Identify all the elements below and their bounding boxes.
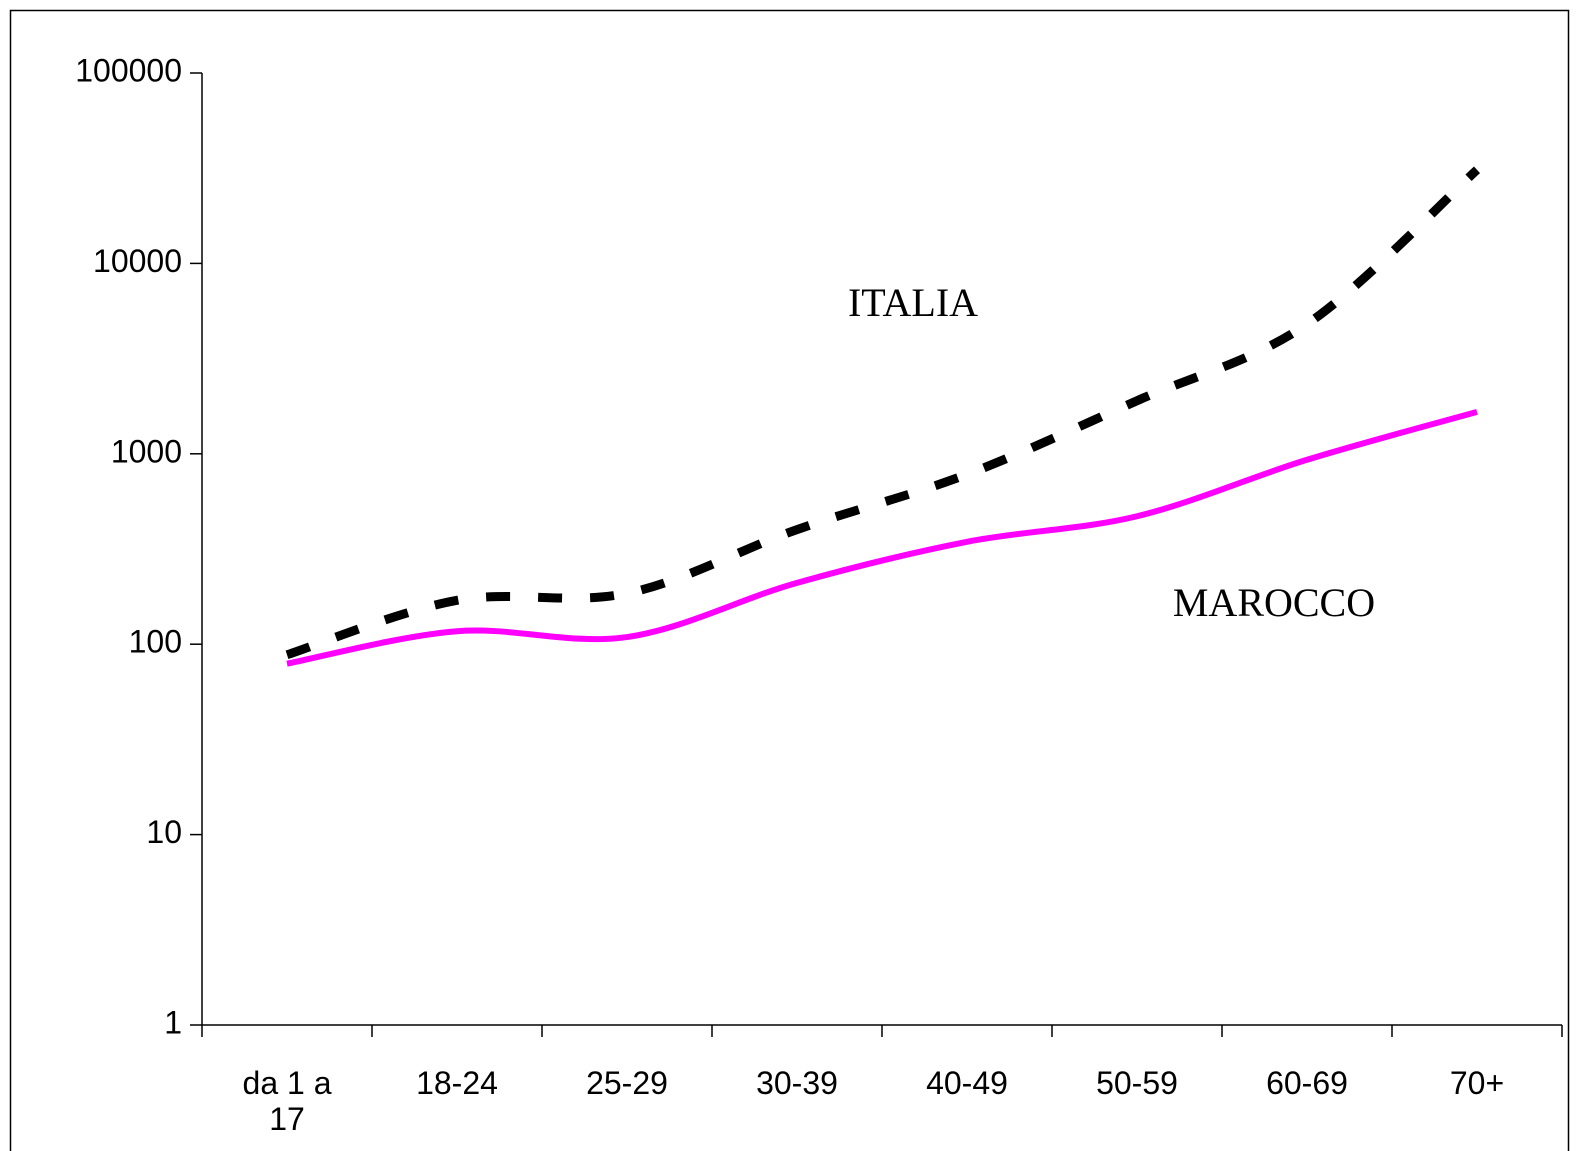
x-tick-label: 30-39 [756, 1065, 838, 1101]
x-tick-label: 18-24 [416, 1065, 498, 1101]
x-tick-label: 40-49 [926, 1065, 1008, 1101]
y-tick-label: 1000 [111, 433, 182, 469]
x-tick-label: 25-29 [586, 1065, 668, 1101]
y-tick-label: 1 [164, 1004, 182, 1040]
x-tick-label: 50-59 [1096, 1065, 1178, 1101]
y-tick-label: 10 [146, 814, 182, 850]
series-annotation: ITALIA [848, 280, 978, 325]
series-line [285, 166, 1481, 660]
y-tick-label: 100 [129, 624, 182, 660]
x-tick-label: da 1 a 17 [242, 1065, 332, 1137]
chart-border [9, 9, 1570, 1151]
series-line [286, 409, 1478, 667]
series-annotation: MAROCCO [1173, 580, 1375, 625]
y-tick-label: 10000 [93, 243, 182, 279]
x-tick-label: 70+ [1449, 1065, 1505, 1101]
x-tick-label: 60-69 [1266, 1065, 1348, 1101]
y-tick-label: 100000 [75, 52, 182, 88]
